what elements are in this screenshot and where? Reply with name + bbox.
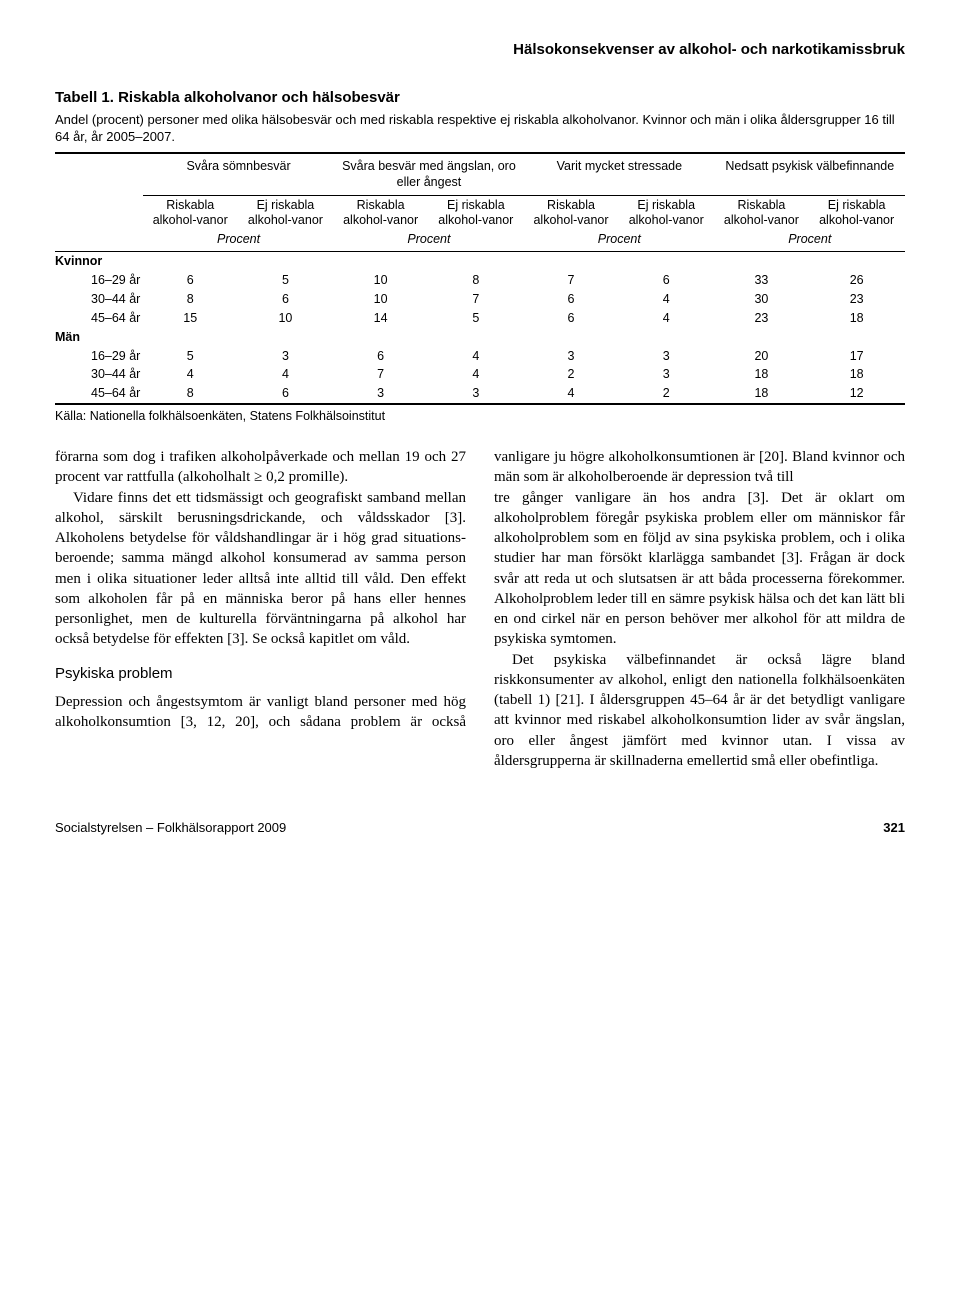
data-cell: 18 — [715, 365, 809, 384]
data-cell: 7 — [524, 271, 618, 290]
data-cell: 8 — [428, 271, 525, 290]
data-cell: 2 — [618, 384, 715, 404]
table-source: Källa: Nationella folkhälsoenkäten, Stat… — [55, 408, 905, 425]
table-section: Män — [55, 328, 905, 347]
data-cell: 6 — [237, 290, 334, 309]
col-group: Svåra besvär med ängslan, oro eller ånge… — [334, 153, 524, 196]
section-heading: Psykiska problem — [55, 664, 466, 684]
data-cell: 5 — [428, 309, 525, 328]
data-cell: 6 — [237, 384, 334, 404]
data-cell: 14 — [334, 309, 428, 328]
page-number: 321 — [883, 819, 905, 837]
data-cell: 4 — [237, 365, 334, 384]
table-title: Tabell 1. Riskabla alkoholvanor och häls… — [55, 88, 905, 108]
data-cell: 12 — [808, 384, 905, 404]
data-table: Svåra sömnbesvär Svåra besvär med ängsla… — [55, 152, 905, 406]
data-cell: 4 — [618, 309, 715, 328]
data-cell: 3 — [428, 384, 525, 404]
data-cell: 3 — [618, 365, 715, 384]
data-cell: 4 — [428, 347, 525, 366]
data-cell: 4 — [143, 365, 237, 384]
data-cell: 18 — [808, 365, 905, 384]
table-caption: Andel (procent) personer med olika hälso… — [55, 111, 905, 146]
data-cell: 3 — [524, 347, 618, 366]
data-cell: 6 — [524, 290, 618, 309]
subhead: Riskabla alkohol-vanor — [715, 196, 809, 231]
data-cell: 4 — [524, 384, 618, 404]
age-label: 16–29 år — [55, 271, 143, 290]
data-cell: 6 — [143, 271, 237, 290]
data-cell: 6 — [334, 347, 428, 366]
table-section: Kvinnor — [55, 252, 905, 271]
data-cell: 5 — [237, 271, 334, 290]
data-cell: 3 — [237, 347, 334, 366]
data-cell: 5 — [143, 347, 237, 366]
data-cell: 4 — [428, 365, 525, 384]
page-footer: Socialstyrelsen – Folkhälsorapport 2009 … — [55, 819, 905, 837]
data-cell: 18 — [808, 309, 905, 328]
paragraph: förarna som dog i trafiken alkoholpåverk… — [55, 447, 466, 488]
subhead: Ej riskabla alkohol-vanor — [428, 196, 525, 231]
col-group: Svåra sömnbesvär — [143, 153, 333, 196]
data-cell: 30 — [715, 290, 809, 309]
data-cell: 23 — [808, 290, 905, 309]
data-cell: 8 — [143, 384, 237, 404]
age-label: 45–64 år — [55, 384, 143, 404]
subhead: Riskabla alkohol-vanor — [334, 196, 428, 231]
unit-label: Procent — [524, 230, 714, 251]
data-cell: 6 — [618, 271, 715, 290]
data-cell: 3 — [334, 384, 428, 404]
data-cell: 10 — [334, 290, 428, 309]
data-cell: 17 — [808, 347, 905, 366]
subhead: Ej riskabla alkohol-vanor — [618, 196, 715, 231]
body-columns: förarna som dog i trafiken alkoholpåverk… — [55, 447, 905, 771]
paragraph: Det psykiska välbefinnandet är också läg… — [494, 650, 905, 772]
data-cell: 26 — [808, 271, 905, 290]
unit-label: Procent — [334, 230, 524, 251]
data-cell: 3 — [618, 347, 715, 366]
data-cell: 20 — [715, 347, 809, 366]
data-cell: 18 — [715, 384, 809, 404]
data-cell: 7 — [428, 290, 525, 309]
paragraph: Vidare finns det ett tidsmässigt och geo… — [55, 488, 466, 650]
data-cell: 7 — [334, 365, 428, 384]
unit-label: Procent — [715, 230, 905, 251]
data-cell: 8 — [143, 290, 237, 309]
data-cell: 33 — [715, 271, 809, 290]
col-group: Varit mycket stressade — [524, 153, 714, 196]
age-label: 30–44 år — [55, 290, 143, 309]
age-label: 16–29 år — [55, 347, 143, 366]
data-cell: 15 — [143, 309, 237, 328]
data-cell: 10 — [237, 309, 334, 328]
data-cell: 10 — [334, 271, 428, 290]
age-label: 45–64 år — [55, 309, 143, 328]
col-group: Nedsatt psykisk välbefinnande — [715, 153, 905, 196]
subhead: Riskabla alkohol-vanor — [143, 196, 237, 231]
running-header: Hälsokonsekvenser av alkohol- och narkot… — [55, 40, 905, 60]
subhead: Ej riskabla alkohol-vanor — [237, 196, 334, 231]
age-label: 30–44 år — [55, 365, 143, 384]
paragraph: tre gånger vanligare än hos andra [3]. D… — [494, 488, 905, 650]
data-cell: 2 — [524, 365, 618, 384]
data-cell: 23 — [715, 309, 809, 328]
subhead: Ej riskabla alkohol-vanor — [808, 196, 905, 231]
unit-label: Procent — [143, 230, 333, 251]
footer-publication: Socialstyrelsen – Folkhälsorapport 2009 — [55, 819, 286, 837]
subhead: Riskabla alkohol-vanor — [524, 196, 618, 231]
data-cell: 6 — [524, 309, 618, 328]
data-cell: 4 — [618, 290, 715, 309]
